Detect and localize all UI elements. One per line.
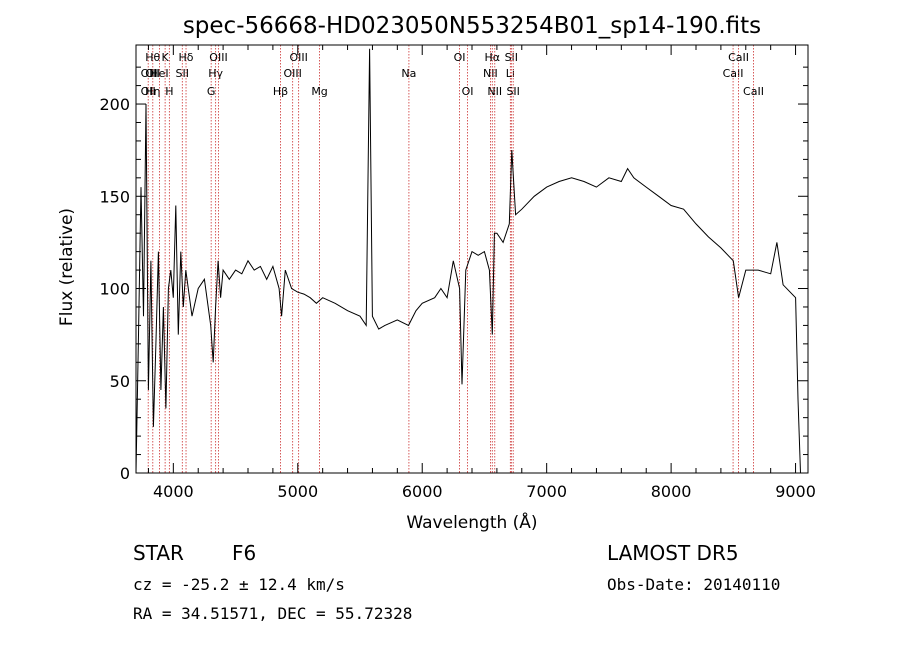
- line-label: Mg: [311, 85, 327, 98]
- x-tick-label: 8000: [651, 482, 692, 501]
- y-tick-label: 200: [99, 95, 130, 114]
- x-tick-label: 7000: [526, 482, 567, 501]
- line-label: Li: [506, 67, 515, 80]
- line-label: Hα: [485, 51, 501, 64]
- survey-name: LAMOST DR5: [607, 541, 739, 565]
- x-tick-label: 4000: [153, 482, 194, 501]
- object-class: STAR: [133, 541, 184, 565]
- redshift-readout: cz = -25.2 ± 12.4 km/s: [133, 575, 345, 594]
- y-tick-label: 0: [120, 464, 130, 483]
- x-tick-label: 9000: [775, 482, 816, 501]
- spectrum-series-line: [135, 48, 801, 474]
- line-label: K: [162, 51, 170, 64]
- y-tick-label: 150: [99, 187, 130, 206]
- x-tick-label: 5000: [277, 482, 318, 501]
- line-label: Hθ: [145, 51, 160, 64]
- y-axis-label: Flux (relative): [57, 208, 77, 326]
- line-label: Hδ: [179, 51, 194, 64]
- object-subclass: F6: [232, 541, 257, 565]
- coordinates: RA = 34.51571, DEC = 55.72328: [133, 604, 413, 623]
- line-label: HeI: [150, 67, 168, 80]
- line-label: CaII: [723, 67, 744, 80]
- y-tick-label: 100: [99, 280, 130, 299]
- y-tick-label: 50: [110, 372, 130, 391]
- line-label: OI: [462, 85, 474, 98]
- line-label: OII: [145, 67, 160, 80]
- line-label: CaII: [728, 51, 749, 64]
- plot-frame: [135, 44, 809, 474]
- line-label: OIII: [283, 67, 301, 80]
- line-label: H: [165, 85, 173, 98]
- x-axis-label: Wavelength (Å): [406, 511, 537, 533]
- line-label: OIII: [209, 51, 227, 64]
- line-label: Hη: [145, 85, 160, 98]
- line-label: SII: [176, 67, 189, 80]
- line-label: Hβ: [273, 85, 288, 98]
- line-label: G: [207, 85, 216, 98]
- spectral-line-markers: OIIOIIHθOIIHηHeIKHSIIHδGHγOIIIHβOIIIOIII…: [141, 45, 764, 473]
- chart-title: spec-56668-HD023050N553254B01_sp14-190.f…: [183, 13, 761, 39]
- line-label: SII: [505, 51, 518, 64]
- line-label: SII: [506, 85, 519, 98]
- obs-date: Obs-Date: 20140110: [607, 575, 781, 594]
- line-label: CaII: [743, 85, 764, 98]
- line-label: NII: [483, 67, 498, 80]
- x-tick-label: 6000: [402, 482, 443, 501]
- line-label: OII: [141, 67, 156, 80]
- line-label: OIII: [289, 51, 307, 64]
- line-label: Hγ: [208, 67, 223, 80]
- line-label: NII: [487, 85, 502, 98]
- line-label: OI: [454, 51, 466, 64]
- line-label: OII: [141, 85, 156, 98]
- axis-ticks: 4000 5000 6000 7000 8000 9000 0 50 100 150 200: [99, 45, 816, 501]
- line-label: Na: [401, 67, 416, 80]
